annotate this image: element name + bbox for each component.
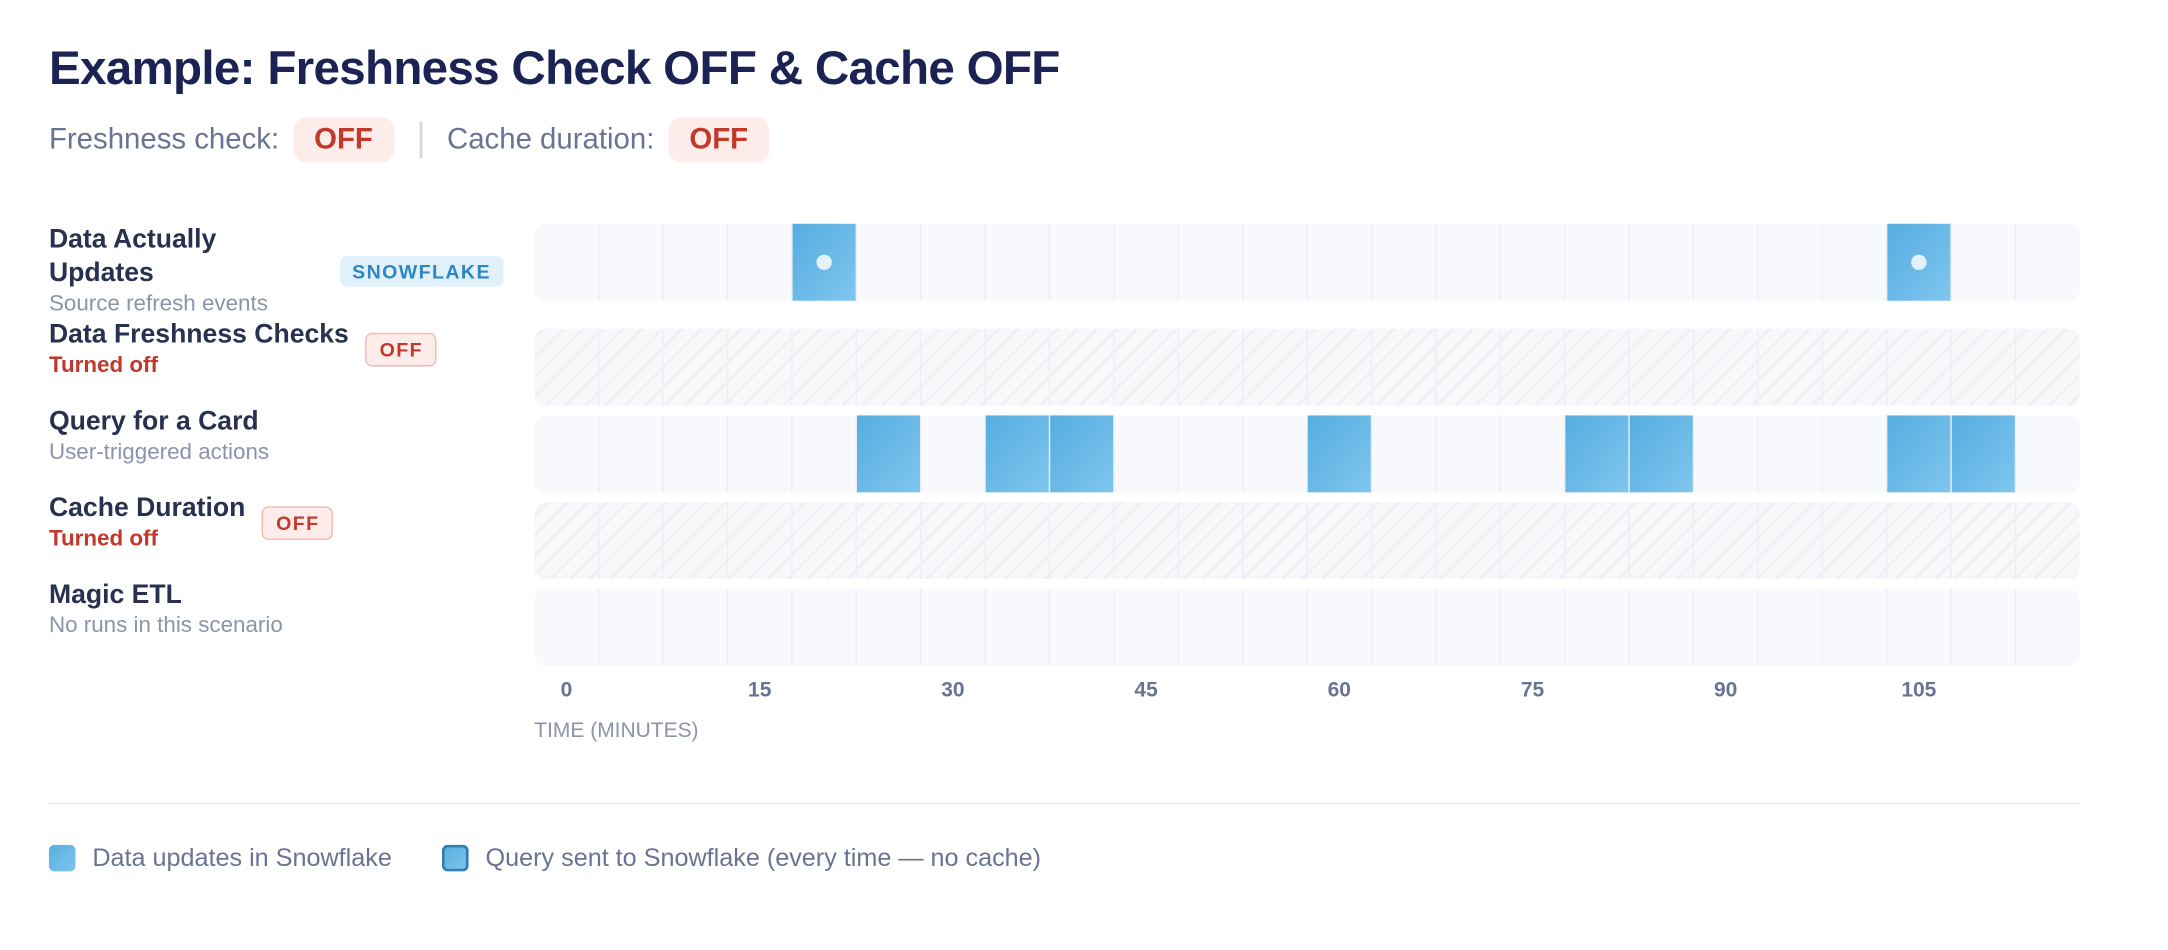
x-tick-label: 105 xyxy=(1901,679,1936,702)
row-subtitle: Turned off xyxy=(48,527,158,552)
row-subtitle: User-triggered actions xyxy=(48,440,270,465)
setting-label: Cache duration: xyxy=(446,123,655,156)
legend-swatch xyxy=(48,844,76,872)
query-event xyxy=(1887,415,1951,493)
query-event xyxy=(1565,415,1629,493)
event-dot xyxy=(816,254,832,270)
row-subtitle: No runs in this scenario xyxy=(48,614,283,638)
setting-value: OFF xyxy=(668,117,770,163)
legend-label: Query sent to Snowflake (every time — no… xyxy=(485,843,1042,872)
legend-item: Query sent to Snowflake (every time — no… xyxy=(442,843,1041,872)
row-title: Data Actually Updates xyxy=(48,225,217,289)
row-text: Magic ETL No runs in this scenario xyxy=(49,579,283,641)
title: Example: Freshness Check OFF & Cache OFF xyxy=(48,41,1060,96)
row-badge: OFF xyxy=(262,506,334,540)
row-label: Cache Duration Turned off OFF xyxy=(49,492,504,554)
x-tick-label: 30 xyxy=(941,679,964,702)
row-title: Query for a Card xyxy=(48,407,259,437)
event-dot xyxy=(1911,254,1927,270)
row-label: Data Freshness Checks Turned off OFF xyxy=(49,319,504,381)
query-event xyxy=(985,415,1049,493)
row-title: Data Freshness Checks xyxy=(48,320,349,350)
row-subtitle: Turned off xyxy=(48,353,158,378)
x-tick-label: 75 xyxy=(1521,679,1545,702)
x-tick-label: 0 xyxy=(561,679,573,702)
x-tick-label: 60 xyxy=(1328,679,1351,702)
row-title: Magic ETL xyxy=(48,580,182,610)
query-event xyxy=(1629,415,1693,493)
settings: Freshness check: OFF Cache duration: OFF xyxy=(48,117,770,163)
query-event xyxy=(1050,415,1114,493)
row-subtitle: Source refresh events xyxy=(48,292,268,317)
query-event xyxy=(856,415,920,493)
query-event xyxy=(1951,415,2015,493)
row-text: Query for a Card User-triggered actions xyxy=(49,406,269,468)
row-text: Cache Duration Turned off xyxy=(49,492,245,554)
row-text: Data Freshness Checks Turned off xyxy=(49,319,349,381)
setting-value: OFF xyxy=(293,117,394,163)
row-label: Data Actually Updates Source refresh even… xyxy=(49,224,504,319)
row-title: Cache Duration xyxy=(48,493,246,524)
axis-title: TIME (MINUTES) xyxy=(534,719,698,742)
legend-label: Data updates in Snowflake xyxy=(92,843,392,872)
row-text: Data Actually Updates Source refresh even… xyxy=(49,224,323,319)
divider xyxy=(48,802,2080,805)
x-tick-label: 15 xyxy=(748,679,772,702)
separator xyxy=(419,121,422,159)
legend-swatch xyxy=(442,844,469,872)
row-label: Magic ETL No runs in this scenario xyxy=(49,579,504,641)
x-tick-label: 90 xyxy=(1714,679,1737,702)
row-badge: OFF xyxy=(365,332,437,367)
setting-label: Freshness check: xyxy=(48,123,280,156)
x-tick-label: 45 xyxy=(1134,679,1158,702)
legend-item: Data updates in Snowflake xyxy=(48,843,392,872)
legend: Data updates in Snowflake Query sent to … xyxy=(48,843,1041,872)
row-label: Query for a Card User-triggered actions xyxy=(49,406,504,468)
query-event xyxy=(1307,415,1371,493)
row-badge: SNOWFLAKE xyxy=(339,255,504,287)
